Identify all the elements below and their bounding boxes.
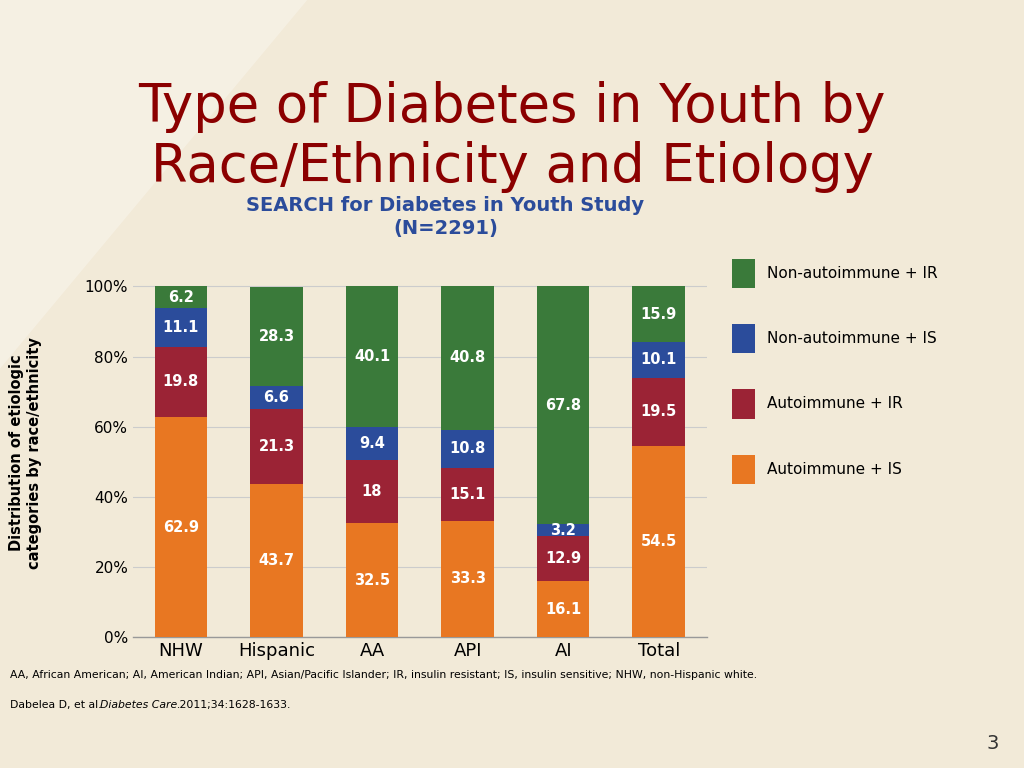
Bar xyxy=(250,409,303,484)
Text: 19.5: 19.5 xyxy=(641,405,677,419)
Text: 15.1: 15.1 xyxy=(450,486,485,502)
Bar xyxy=(346,427,398,460)
Bar xyxy=(441,521,494,637)
Text: 10.8: 10.8 xyxy=(450,441,485,456)
Bar xyxy=(346,286,398,427)
Text: SEARCH for Diabetes in Youth Study
(N=2291): SEARCH for Diabetes in Youth Study (N=22… xyxy=(247,196,644,238)
Text: Non-autoimmune + IR: Non-autoimmune + IR xyxy=(767,266,938,281)
Text: 67.8: 67.8 xyxy=(545,398,582,413)
Text: 10.1: 10.1 xyxy=(641,353,677,367)
Text: 62.9: 62.9 xyxy=(163,519,199,535)
Text: 19.8: 19.8 xyxy=(163,374,199,389)
Bar xyxy=(537,535,590,581)
Text: 11.1: 11.1 xyxy=(163,320,199,335)
Bar xyxy=(441,468,494,521)
Text: 2011;34:1628-1633.: 2011;34:1628-1633. xyxy=(176,700,291,710)
Text: Distribution of etiologic
categories by race/ethnicity: Distribution of etiologic categories by … xyxy=(9,337,42,569)
Text: Non-autoimmune + IS: Non-autoimmune + IS xyxy=(767,331,937,346)
Bar xyxy=(155,308,207,347)
Bar xyxy=(441,286,494,429)
Bar xyxy=(633,286,685,343)
Text: AA, African American; AI, American Indian; API, Asian/Pacific Islander; IR, insu: AA, African American; AI, American India… xyxy=(10,670,758,680)
Text: 33.3: 33.3 xyxy=(450,571,485,587)
Bar xyxy=(155,347,207,416)
Text: 6.2: 6.2 xyxy=(168,290,194,305)
Text: 21.3: 21.3 xyxy=(258,439,295,454)
Text: 18: 18 xyxy=(361,485,382,499)
Bar xyxy=(250,386,303,409)
Text: 32.5: 32.5 xyxy=(354,573,390,588)
Bar xyxy=(346,460,398,523)
Bar xyxy=(537,286,590,525)
Bar xyxy=(155,416,207,637)
Bar xyxy=(537,525,590,535)
Bar xyxy=(633,343,685,378)
Text: 28.3: 28.3 xyxy=(258,329,295,344)
Text: 54.5: 54.5 xyxy=(641,535,677,549)
Text: 3.2: 3.2 xyxy=(550,522,577,538)
Text: 40.1: 40.1 xyxy=(354,349,390,364)
Text: 40.8: 40.8 xyxy=(450,350,485,366)
Bar xyxy=(441,429,494,468)
Text: Dabelea D, et al.: Dabelea D, et al. xyxy=(10,700,105,710)
Text: 12.9: 12.9 xyxy=(545,551,582,566)
Text: Autoimmune + IS: Autoimmune + IS xyxy=(767,462,902,477)
Text: 43.7: 43.7 xyxy=(258,553,295,568)
Text: 15.9: 15.9 xyxy=(641,306,677,322)
Text: Diabetes Care.: Diabetes Care. xyxy=(100,700,181,710)
Bar xyxy=(346,523,398,637)
Bar xyxy=(633,446,685,637)
Text: 16.1: 16.1 xyxy=(545,601,582,617)
Bar xyxy=(250,484,303,637)
Text: Autoimmune + IR: Autoimmune + IR xyxy=(767,396,903,412)
Text: 6.6: 6.6 xyxy=(263,390,290,406)
Text: 3: 3 xyxy=(986,733,998,753)
Text: 9.4: 9.4 xyxy=(359,436,385,451)
Text: Type of Diabetes in Youth by
Race/Ethnicity and Etiology: Type of Diabetes in Youth by Race/Ethnic… xyxy=(138,81,886,193)
Bar xyxy=(250,286,303,386)
Bar xyxy=(537,581,590,637)
Bar xyxy=(155,286,207,308)
Bar xyxy=(633,378,685,446)
